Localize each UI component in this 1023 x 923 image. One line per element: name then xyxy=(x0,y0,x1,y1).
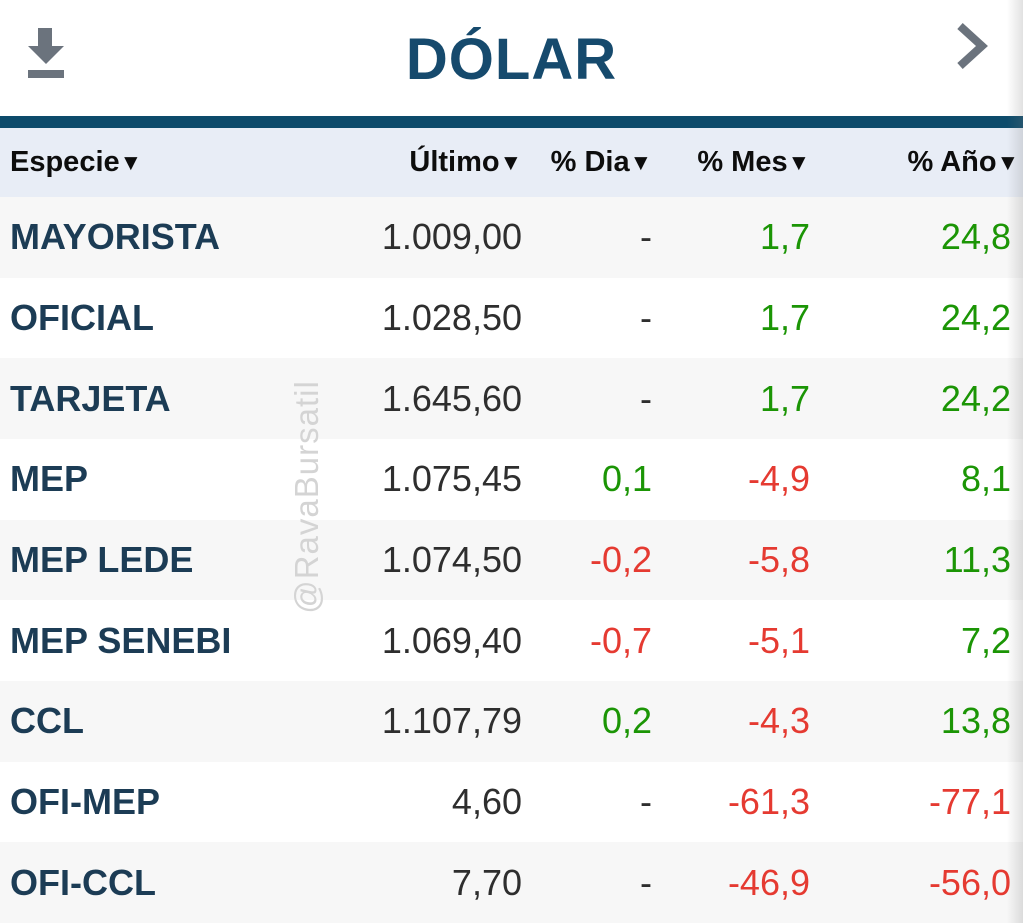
cell-pct-anio: 24,2 xyxy=(940,297,1011,338)
cell-ultimo: 1.028,50 xyxy=(381,297,522,338)
table-header-row: Especie▼ Último▼ % Dia▼ % Mes▼ % Año▼ xyxy=(0,128,1023,197)
cell-pct-dia: -0,7 xyxy=(589,619,652,661)
cell-pct-mes: -5,8 xyxy=(747,539,810,581)
cell-ultimo: 1.074,50 xyxy=(381,539,522,581)
sort-desc-icon: ▼ xyxy=(629,150,652,175)
table-row[interactable]: OFICIAL 1.028,50 - 1,7 24,2 xyxy=(0,277,1023,359)
cell-pct-dia: -0,2 xyxy=(589,539,652,581)
cell-pct-mes: -46,9 xyxy=(727,861,810,903)
sort-desc-icon: ▼ xyxy=(787,150,810,175)
cell-ultimo: 1.645,60 xyxy=(381,377,522,419)
download-button[interactable] xyxy=(24,24,68,82)
cell-pct-mes: 1,7 xyxy=(759,377,810,419)
cell-especie: OFI-MEP xyxy=(10,781,160,823)
cell-especie: MEP xyxy=(10,458,89,500)
table-row[interactable]: OFI-MEP 4,60 - -61,3 -77,1 xyxy=(0,761,1023,843)
column-header-ultimo[interactable]: Último▼ xyxy=(409,146,522,178)
cell-pct-mes: -61,3 xyxy=(727,781,810,823)
cell-pct-dia: - xyxy=(640,861,652,903)
cell-ultimo: 4,60 xyxy=(451,781,522,823)
chevron-right-icon xyxy=(953,23,989,77)
cell-pct-mes: -5,1 xyxy=(747,619,810,661)
cell-pct-mes: -4,9 xyxy=(747,458,810,500)
cell-especie: MEP LEDE xyxy=(10,539,194,581)
cell-pct-dia: 0,1 xyxy=(601,458,652,500)
cell-pct-dia: - xyxy=(640,297,652,338)
cell-especie: MEP SENEBI xyxy=(10,619,232,661)
accent-divider xyxy=(0,116,1023,128)
cell-ultimo: 1.075,45 xyxy=(381,458,522,500)
cell-ultimo: 1.069,40 xyxy=(381,619,522,661)
cell-pct-anio: 11,3 xyxy=(943,539,1011,581)
column-header-especie[interactable]: Especie▼ xyxy=(10,146,143,178)
cell-especie: TARJETA xyxy=(10,377,171,419)
table-row[interactable]: MEP LEDE 1.074,50 -0,2 -5,8 11,3 xyxy=(0,519,1023,601)
cell-pct-dia: - xyxy=(640,781,652,823)
cell-pct-anio: 13,8 xyxy=(940,700,1011,742)
sort-desc-icon: ▼ xyxy=(119,150,143,175)
sort-desc-icon: ▼ xyxy=(499,150,522,175)
cell-especie: OFICIAL xyxy=(10,297,154,338)
table-row[interactable]: CCL 1.107,79 0,2 -4,3 13,8 xyxy=(0,681,1023,762)
column-header-mes[interactable]: % Mes▼ xyxy=(697,146,810,178)
page-title: DÓLAR xyxy=(405,26,618,92)
sort-desc-icon: ▼ xyxy=(996,150,1019,175)
cell-pct-anio: -77,1 xyxy=(928,781,1011,823)
column-header-anio[interactable]: % Año▼ xyxy=(907,146,1019,178)
table-row[interactable]: MAYORISTA 1.009,00 - 1,7 24,8 xyxy=(0,197,1023,278)
cell-pct-anio: 24,8 xyxy=(940,216,1011,258)
cell-pct-anio: -56,0 xyxy=(928,861,1011,903)
cell-pct-dia: - xyxy=(640,377,652,419)
cell-pct-mes: -4,3 xyxy=(747,700,810,742)
download-icon xyxy=(24,28,68,85)
cell-ultimo: 7,70 xyxy=(451,861,522,903)
cell-pct-dia: 0,2 xyxy=(601,700,652,742)
table-row[interactable]: MEP SENEBI 1.069,40 -0,7 -5,1 7,2 xyxy=(0,600,1023,682)
cell-especie: CCL xyxy=(10,700,84,742)
column-header-dia[interactable]: % Dia▼ xyxy=(550,146,652,178)
cell-pct-anio: 7,2 xyxy=(960,619,1011,661)
cell-especie: OFI-CCL xyxy=(10,861,156,903)
cell-pct-mes: 1,7 xyxy=(759,297,810,338)
table-body: MAYORISTA 1.009,00 - 1,7 24,8 OFICIAL 1.… xyxy=(0,197,1023,923)
table-row[interactable]: OFI-CCL 7,70 - -46,9 -56,0 xyxy=(0,842,1023,923)
cell-ultimo: 1.009,00 xyxy=(381,216,522,258)
cell-pct-mes: 1,7 xyxy=(759,216,810,258)
table-row[interactable]: TARJETA 1.645,60 - 1,7 24,2 xyxy=(0,358,1023,440)
cell-pct-dia: - xyxy=(640,216,652,258)
cell-pct-anio: 8,1 xyxy=(960,458,1011,500)
cell-ultimo: 1.107,79 xyxy=(381,700,522,742)
panel-header: DÓLAR xyxy=(0,0,1023,116)
cell-pct-anio: 24,2 xyxy=(940,377,1011,419)
cell-especie: MAYORISTA xyxy=(10,216,221,258)
table-row[interactable]: MEP 1.075,45 0,1 -4,9 8,1 xyxy=(0,439,1023,520)
next-button[interactable] xyxy=(953,18,989,74)
